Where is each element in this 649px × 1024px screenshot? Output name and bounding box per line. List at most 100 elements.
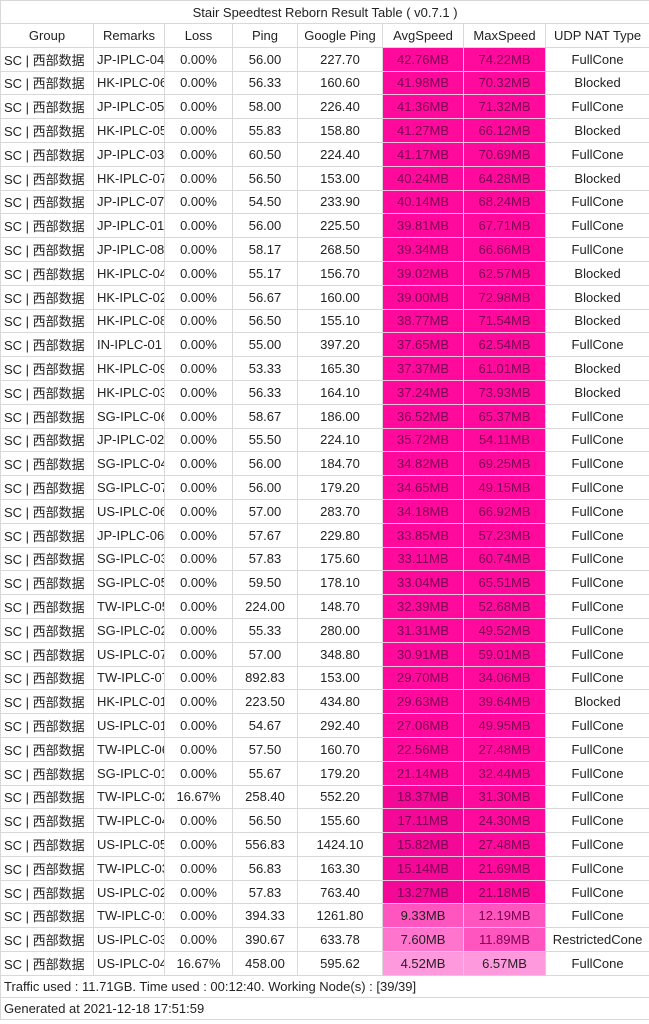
ping-cell: 56.50: [232, 308, 298, 334]
avg-speed-cell: 42.76MB: [382, 46, 464, 72]
table-row: SC | 西部数据 JP-IPLC-07 0.00% 54.50 233.90 40.14…: [0, 189, 649, 215]
loss-cell: 0.00%: [164, 855, 233, 881]
remarks-cell: SG-IPLC-01: [93, 760, 165, 786]
ping-cell: 223.50: [232, 689, 298, 715]
ping-cell: 54.50: [232, 189, 298, 215]
ping-cell: 60.50: [232, 141, 298, 167]
table-row: SC | 西部数据 HK-IPLC-02 0.00% 56.67 160.00 39.00…: [0, 284, 649, 310]
loss-cell: 0.00%: [164, 832, 233, 857]
avg-speed-cell: 37.37MB: [382, 356, 464, 381]
group-cell: SC | 西部数据: [0, 522, 94, 548]
google-ping-cell: 163.30: [297, 855, 383, 881]
remarks-cell: SG-IPLC-03: [93, 546, 165, 572]
loss-cell: 0.00%: [164, 570, 233, 596]
max-speed-cell: 67.71MB: [463, 213, 546, 239]
max-speed-cell: 39.64MB: [463, 689, 546, 715]
group-cell: SC | 西部数据: [0, 189, 94, 215]
loss-cell: 0.00%: [164, 189, 233, 215]
column-header: MaxSpeed: [463, 23, 546, 48]
udp-nat-type-cell: Blocked: [544, 165, 649, 191]
group-cell: SC | 西部数据: [0, 832, 94, 857]
loss-cell: 0.00%: [164, 213, 233, 239]
ping-cell: 57.00: [232, 498, 298, 524]
remarks-cell: TW-IPLC-01: [93, 903, 165, 929]
udp-nat-type-cell: FullCone: [544, 94, 649, 120]
remarks-cell: TW-IPLC-05: [93, 594, 165, 619]
google-ping-cell: 175.60: [297, 546, 383, 572]
remarks-cell: HK-IPLC-04: [93, 260, 165, 286]
max-speed-cell: 74.22MB: [463, 46, 546, 72]
table-row: SC | 西部数据 HK-IPLC-06 0.00% 56.33 160.60 41.98…: [0, 70, 649, 96]
google-ping-cell: 229.80: [297, 522, 383, 548]
ping-cell: 54.67: [232, 713, 298, 738]
column-header: Remarks: [93, 23, 165, 48]
udp-nat-type-cell: FullCone: [544, 951, 649, 976]
udp-nat-type-cell: Blocked: [544, 689, 649, 715]
group-cell: SC | 西部数据: [0, 379, 94, 405]
udp-nat-type-cell: FullCone: [544, 808, 649, 834]
avg-speed-cell: 15.14MB: [382, 855, 464, 881]
google-ping-cell: 224.10: [297, 427, 383, 453]
max-speed-cell: 61.01MB: [463, 356, 546, 381]
ping-cell: 258.40: [232, 784, 298, 810]
group-cell: SC | 西部数据: [0, 475, 94, 500]
google-ping-cell: 434.80: [297, 689, 383, 715]
remarks-cell: JP-IPLC-04: [93, 46, 165, 72]
avg-speed-cell: 27.06MB: [382, 713, 464, 738]
loss-cell: 0.00%: [164, 70, 233, 96]
avg-speed-cell: 7.60MB: [382, 927, 464, 953]
table-row: SC | 西部数据 HK-IPLC-01 0.00% 223.50 434.80 29.6…: [0, 689, 649, 715]
google-ping-cell: 763.40: [297, 879, 383, 905]
ping-cell: 56.00: [232, 475, 298, 500]
google-ping-cell: 184.70: [297, 451, 383, 477]
avg-speed-cell: 34.82MB: [382, 451, 464, 477]
loss-cell: 0.00%: [164, 808, 233, 834]
remarks-cell: JP-IPLC-08: [93, 237, 165, 262]
loss-cell: 0.00%: [164, 237, 233, 262]
max-speed-cell: 66.66MB: [463, 237, 546, 262]
udp-nat-type-cell: FullCone: [544, 832, 649, 857]
avg-speed-cell: 40.14MB: [382, 189, 464, 215]
loss-cell: 0.00%: [164, 498, 233, 524]
udp-nat-type-cell: FullCone: [544, 903, 649, 929]
group-cell: SC | 西部数据: [0, 451, 94, 477]
ping-cell: 56.00: [232, 451, 298, 477]
max-speed-cell: 68.24MB: [463, 189, 546, 215]
google-ping-cell: 292.40: [297, 713, 383, 738]
google-ping-cell: 158.80: [297, 118, 383, 143]
table-row: SC | 西部数据 SG-IPLC-05 0.00% 59.50 178.10 33.04…: [0, 570, 649, 596]
avg-speed-cell: 40.24MB: [382, 165, 464, 191]
avg-speed-cell: 21.14MB: [382, 760, 464, 786]
remarks-cell: TW-IPLC-03: [93, 855, 165, 881]
avg-speed-cell: 34.65MB: [382, 475, 464, 500]
avg-speed-cell: 37.65MB: [382, 332, 464, 358]
max-speed-cell: 49.15MB: [463, 475, 546, 500]
google-ping-cell: 160.70: [297, 736, 383, 762]
ping-cell: 57.50: [232, 736, 298, 762]
avg-speed-cell: 32.39MB: [382, 594, 464, 619]
loss-cell: 0.00%: [164, 141, 233, 167]
group-cell: SC | 西部数据: [0, 689, 94, 715]
ping-cell: 390.67: [232, 927, 298, 953]
google-ping-cell: 178.10: [297, 570, 383, 596]
group-cell: SC | 西部数据: [0, 284, 94, 310]
ping-cell: 56.50: [232, 165, 298, 191]
ping-cell: 55.17: [232, 260, 298, 286]
loss-cell: 0.00%: [164, 713, 233, 738]
remarks-cell: HK-IPLC-01: [93, 689, 165, 715]
google-ping-cell: 280.00: [297, 617, 383, 643]
loss-cell: 0.00%: [164, 284, 233, 310]
ping-cell: 56.00: [232, 46, 298, 72]
remarks-cell: HK-IPLC-07: [93, 165, 165, 191]
udp-nat-type-cell: FullCone: [544, 641, 649, 667]
avg-speed-cell: 9.33MB: [382, 903, 464, 929]
table-row: SC | 西部数据 SG-IPLC-07 0.00% 56.00 179.20 34.65…: [0, 475, 649, 500]
max-speed-cell: 70.32MB: [463, 70, 546, 96]
google-ping-cell: 268.50: [297, 237, 383, 262]
avg-speed-cell: 29.70MB: [382, 665, 464, 691]
group-cell: SC | 西部数据: [0, 118, 94, 143]
avg-speed-cell: 41.27MB: [382, 118, 464, 143]
table-row: SC | 西部数据 US-IPLC-03 0.00% 390.67 633.78 7.60…: [0, 927, 649, 953]
remarks-cell: HK-IPLC-06: [93, 70, 165, 96]
google-ping-cell: 179.20: [297, 760, 383, 786]
